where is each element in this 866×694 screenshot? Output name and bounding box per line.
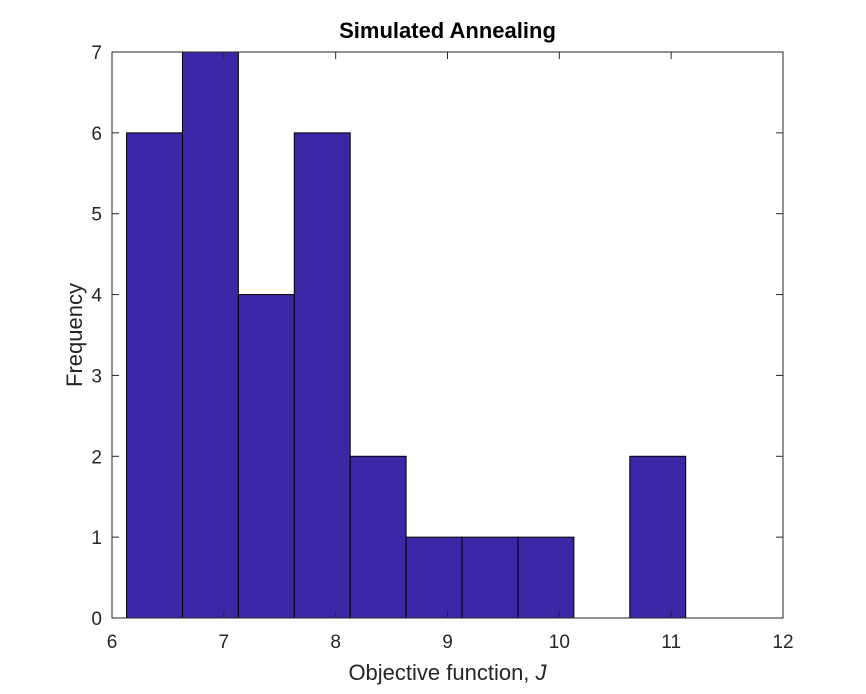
histogram-bar xyxy=(181,51,239,619)
x-ticks-group: 6 7 8 9 10 11 12 xyxy=(107,52,794,653)
y-ticks-group: 0 1 2 3 4 5 6 7 xyxy=(91,43,783,630)
x-axis-label-variable: J xyxy=(535,660,548,685)
histogram-bar xyxy=(517,536,575,619)
y-axis-label: Frequency xyxy=(62,283,87,387)
y-tick-label: 7 xyxy=(91,43,102,64)
x-tick-label: 10 xyxy=(549,632,570,653)
x-tick-label: 11 xyxy=(661,632,681,653)
y-tick-label: 3 xyxy=(91,366,102,387)
x-axis-label: Objective function, J xyxy=(348,660,547,685)
y-tick-label: 5 xyxy=(91,205,102,226)
histogram-bar xyxy=(126,132,183,619)
x-tick-label: 12 xyxy=(772,632,793,653)
bars-group xyxy=(126,51,687,619)
y-tick-label: 1 xyxy=(91,528,102,549)
x-tick-label: 9 xyxy=(442,632,453,653)
chart-title: Simulated Annealing xyxy=(339,18,556,43)
x-axis-label-prefix: Objective function, xyxy=(348,660,535,685)
histogram-bar xyxy=(293,132,351,619)
histogram-bar xyxy=(237,294,295,619)
histogram-bar xyxy=(405,536,463,619)
y-tick-label: 6 xyxy=(91,124,102,145)
y-tick-label: 4 xyxy=(91,286,102,307)
y-tick-label: 0 xyxy=(91,609,102,630)
y-tick-label: 2 xyxy=(91,447,102,468)
x-tick-label: 8 xyxy=(330,632,341,653)
histogram-bar xyxy=(349,455,407,619)
x-tick-label: 7 xyxy=(219,632,230,653)
histogram-bar xyxy=(461,536,519,619)
x-tick-label: 6 xyxy=(107,632,118,653)
histogram-bar xyxy=(629,455,687,619)
